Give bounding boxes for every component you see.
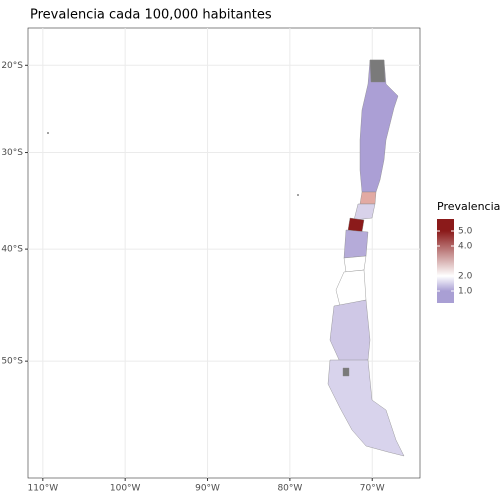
x-tick-label: 70°W (360, 484, 385, 494)
legend-title: Prevalencia (437, 200, 500, 213)
y-tick-label: 40°S (1, 245, 23, 255)
x-tick-label: 90°W (195, 484, 220, 494)
island (297, 193, 300, 196)
region (369, 59, 386, 83)
x-tick-label: 80°W (277, 484, 302, 494)
y-tick-label: 20°S (1, 61, 23, 71)
colorbar (437, 219, 454, 303)
region (359, 191, 377, 205)
legend-label: 5.0 (458, 227, 473, 237)
region (343, 229, 369, 259)
region (329, 299, 371, 363)
island (47, 131, 50, 134)
y-tick-label: 50°S (1, 357, 23, 367)
region (359, 59, 399, 193)
y-tick-label: 30°S (1, 148, 23, 158)
region (353, 203, 376, 221)
region (343, 255, 367, 273)
region (342, 367, 350, 377)
chile-map (47, 59, 405, 457)
legend-label: 2.0 (458, 272, 473, 282)
x-tick-label: 110°W (28, 484, 59, 494)
legend-label: 1.0 (458, 287, 473, 297)
legend-label: 4.0 (458, 242, 473, 252)
region (327, 359, 405, 457)
title: Prevalencia cada 100,000 habitantes (30, 8, 272, 23)
region (347, 217, 365, 233)
x-tick-label: 100°W (110, 484, 141, 494)
